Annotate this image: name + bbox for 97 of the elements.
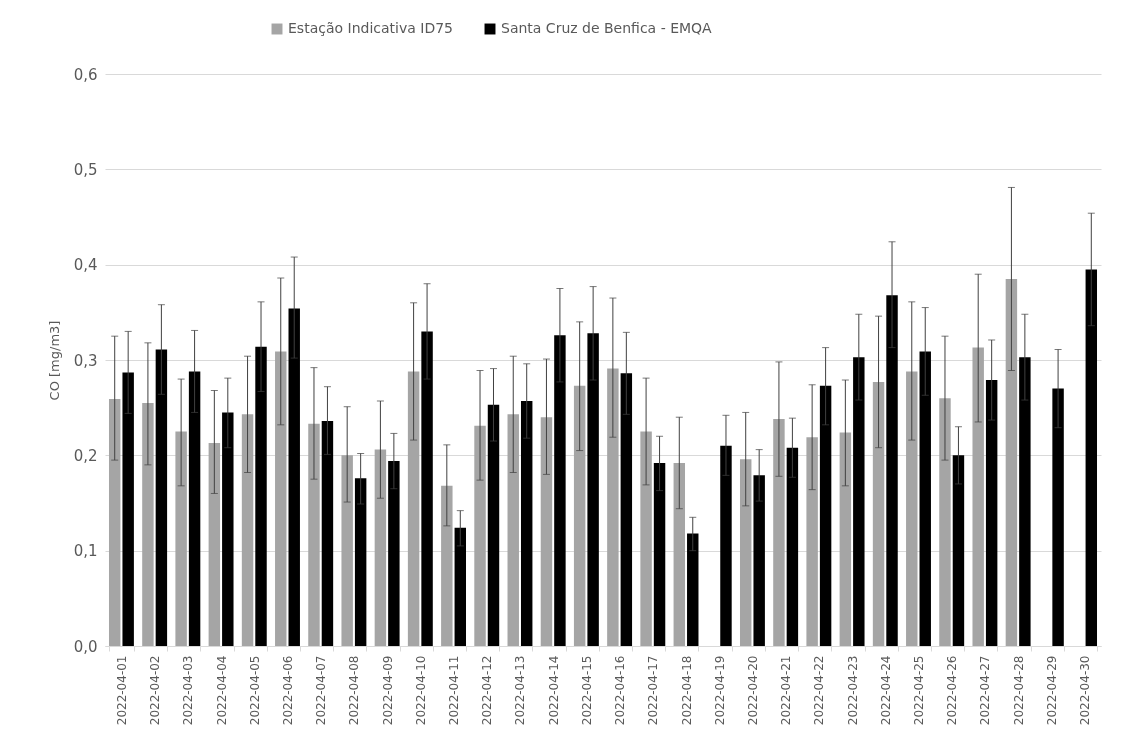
bar (753, 475, 765, 646)
bar (507, 414, 519, 646)
bar (806, 437, 818, 646)
bar (188, 371, 201, 646)
x-tick-label: 2022-04-11 (447, 655, 462, 726)
x-tick-label: 2022-04-06 (280, 655, 295, 726)
bar (540, 417, 553, 646)
legend-label: Estação Indicativa ID75 (288, 20, 453, 36)
bar (1005, 278, 1018, 646)
bar (919, 351, 931, 646)
x-tick-label: 2022-04-27 (978, 655, 993, 726)
bar (122, 372, 134, 646)
bar (255, 346, 267, 646)
x-tick-label: 2022-04-17 (646, 655, 661, 726)
bar (288, 308, 300, 646)
x-tick-label: 2022-04-26 (945, 655, 960, 726)
bar (341, 455, 353, 646)
x-tick-label: 2022-04-10 (413, 655, 428, 726)
bar (886, 295, 898, 646)
bar (773, 419, 785, 646)
bar (208, 442, 221, 646)
y-tick-label: 0,4 (73, 256, 98, 275)
bar (441, 485, 453, 646)
bar (607, 368, 619, 646)
bar (421, 331, 433, 646)
x-tick-label: 2022-04-15 (579, 655, 594, 726)
bar (720, 445, 732, 646)
x-tick-label: 2022-04-07 (314, 655, 329, 726)
x-tick-label: 2022-04-08 (347, 655, 362, 726)
x-tick-label: 2022-04-02 (148, 655, 163, 726)
bar (308, 423, 320, 646)
y-tick-label: 0,3 (73, 351, 98, 370)
bar (1052, 388, 1064, 646)
x-tick-label: 2022-04-05 (247, 655, 262, 726)
x-tick-label: 2022-04-28 (1011, 655, 1026, 726)
y-tick-label: 0,0 (73, 637, 98, 656)
y-axis-title: CO [mg/m3] (46, 320, 62, 401)
x-tick-label: 2022-04-25 (912, 655, 927, 726)
y-tick-label: 0,6 (73, 65, 98, 84)
bar (407, 371, 420, 646)
x-tick-label: 2022-04-20 (745, 655, 760, 726)
bar (952, 455, 965, 646)
bar (241, 414, 254, 646)
x-tick-label: 2022-04-09 (380, 655, 395, 726)
x-tick-label: 2022-04-23 (845, 655, 860, 726)
bar (573, 385, 586, 646)
bar (872, 381, 885, 646)
bar (985, 380, 998, 646)
bar (819, 385, 832, 646)
bar (520, 400, 533, 646)
x-tick-label: 2022-04-30 (1078, 655, 1093, 726)
x-tick-label: 2022-04-12 (480, 655, 495, 726)
bar (321, 421, 334, 646)
x-tick-label: 2022-04-13 (513, 655, 528, 726)
x-tick-label: 2022-04-03 (181, 655, 196, 726)
bar (839, 432, 852, 646)
bar (142, 402, 154, 646)
y-tick-label: 0,5 (73, 160, 98, 179)
bar (687, 533, 699, 646)
bar (275, 351, 287, 646)
bar (972, 347, 984, 646)
bar (786, 447, 799, 646)
x-tick-label: 2022-04-04 (214, 655, 229, 726)
x-tick-label: 2022-04-01 (114, 655, 129, 726)
bar (354, 478, 367, 646)
bar (487, 404, 500, 646)
x-tick-label: 2022-04-18 (679, 655, 694, 726)
bar (673, 462, 686, 646)
x-tick-label: 2022-04-29 (1044, 655, 1059, 726)
bar (1085, 269, 1098, 646)
bar (454, 527, 466, 646)
y-tick-label: 0,2 (73, 446, 98, 465)
bar (155, 349, 168, 646)
bar (374, 449, 387, 646)
x-tick-label: 2022-04-19 (712, 655, 727, 726)
x-tick-label: 2022-04-22 (812, 655, 827, 726)
bar (108, 399, 121, 646)
legend-label: Santa Cruz de Benfica - EMQA (501, 20, 713, 36)
x-tick-label: 2022-04-21 (779, 655, 794, 726)
bar (474, 425, 486, 646)
bar (939, 398, 951, 646)
bar (740, 459, 752, 646)
y-tick-label: 0,1 (73, 542, 98, 561)
x-tick-label: 2022-04-16 (613, 655, 628, 726)
bar (222, 412, 234, 646)
bar (620, 373, 633, 646)
bar (853, 357, 865, 646)
bar (175, 431, 187, 646)
bar (640, 431, 652, 646)
bar (587, 333, 599, 646)
bar (906, 371, 918, 646)
bar (554, 335, 566, 646)
bar (388, 461, 400, 646)
x-tick-label: 2022-04-24 (878, 655, 893, 726)
bar (1019, 357, 1031, 646)
x-tick-label: 2022-04-14 (546, 655, 561, 726)
bar (653, 462, 666, 646)
